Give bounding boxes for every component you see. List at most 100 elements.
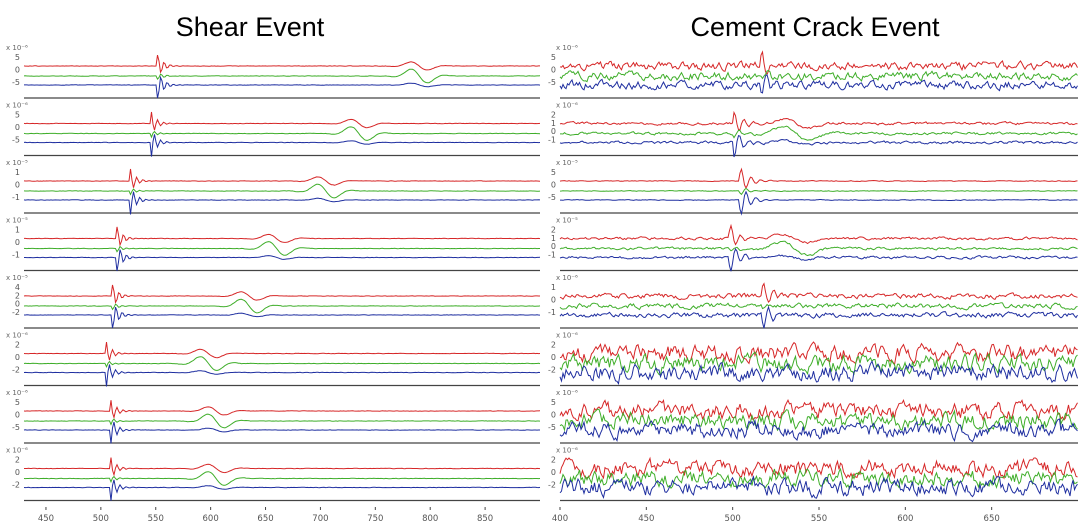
y-tick-label: 0 bbox=[551, 411, 556, 420]
scale-label: x 10⁻⁶ bbox=[556, 44, 578, 52]
trace-panel: x 10⁻⁶5 0 -5 bbox=[548, 44, 1078, 99]
x-tick-label: 700 bbox=[312, 514, 328, 524]
y-tick-label: 2 bbox=[551, 341, 556, 350]
trace-line-blue bbox=[24, 307, 541, 329]
y-tick-label: 0 bbox=[551, 127, 556, 136]
y-tick-label: 0 bbox=[551, 296, 556, 305]
trace-line-red bbox=[23, 111, 541, 131]
scale-label: x 10⁻⁵ bbox=[6, 274, 28, 282]
y-tick-label: 2 bbox=[15, 456, 20, 465]
x-tick-label: 650 bbox=[984, 514, 1000, 524]
y-tick-label: 4 bbox=[15, 283, 20, 292]
trace-line-green bbox=[559, 69, 1078, 83]
scale-label: x 10⁻⁵ bbox=[556, 217, 578, 225]
trace-line-green bbox=[23, 356, 541, 371]
y-tick-label: 2 bbox=[551, 226, 556, 235]
y-tick-label: 0 bbox=[15, 411, 20, 420]
trace-panel: x 10⁻⁶5 0 -5 bbox=[6, 389, 541, 444]
y-tick-label: 2 bbox=[551, 111, 556, 120]
x-tick-label: 800 bbox=[422, 514, 438, 524]
scale-label: x 10⁻⁶ bbox=[6, 332, 28, 340]
y-tick-label: -5 bbox=[12, 136, 20, 145]
x-tick-label: 500 bbox=[93, 514, 109, 524]
y-tick-label: -1 bbox=[548, 136, 556, 145]
y-tick-label: 0 bbox=[15, 123, 20, 132]
trace-panel: x 10⁻⁶2 0 -2 bbox=[6, 447, 541, 502]
trace-line-green bbox=[23, 241, 540, 256]
scale-label: x 10⁻⁵ bbox=[6, 159, 28, 167]
trace-line-red bbox=[559, 282, 1078, 304]
y-tick-label: -5 bbox=[548, 193, 556, 202]
trace-line-red bbox=[23, 168, 541, 188]
trace-line-green bbox=[560, 125, 1078, 141]
shear-event-panel: x 10⁻⁶50-5x 10⁻⁶50-5x 10⁻⁵10-1x 10⁻⁵10-1… bbox=[6, 44, 541, 524]
trace-line-red bbox=[559, 110, 1078, 131]
y-tick-label: -2 bbox=[12, 366, 20, 375]
y-tick-label: 5 bbox=[551, 168, 556, 177]
y-tick-label: -1 bbox=[12, 251, 20, 260]
trace-line-red bbox=[559, 398, 1078, 422]
trace-line-blue bbox=[559, 73, 1078, 94]
trace-line-green bbox=[23, 413, 541, 429]
y-tick-label: -2 bbox=[548, 366, 556, 375]
y-tick-label: 0 bbox=[15, 181, 20, 190]
trace-line-blue bbox=[23, 134, 541, 157]
x-tick-label: 550 bbox=[148, 514, 164, 524]
trace-line-green bbox=[559, 240, 1078, 257]
x-tick-label: 400 bbox=[552, 514, 568, 524]
trace-line-blue bbox=[559, 305, 1078, 329]
y-tick-label: -2 bbox=[12, 481, 20, 490]
trace-line-red bbox=[23, 342, 541, 361]
x-tick-label: 650 bbox=[257, 514, 273, 524]
trace-panel: x 10⁻⁶2 0 -2 bbox=[6, 332, 541, 387]
trace-line-blue bbox=[559, 418, 1078, 443]
trace-line-blue bbox=[24, 75, 541, 99]
y-tick-label: 0 bbox=[15, 468, 20, 477]
shear-event-title: Shear Event bbox=[176, 12, 325, 42]
trace-line-green bbox=[559, 187, 1078, 196]
trace-line-green bbox=[23, 68, 541, 84]
trace-line-red bbox=[559, 167, 1078, 190]
y-tick-label: 1 bbox=[15, 168, 20, 177]
y-tick-label: 0 bbox=[551, 353, 556, 362]
y-tick-label: -5 bbox=[12, 78, 20, 87]
trace-line-blue bbox=[23, 421, 540, 444]
y-tick-label: 1 bbox=[15, 226, 20, 235]
trace-line-red bbox=[559, 223, 1078, 246]
y-tick-label: 0 bbox=[15, 353, 20, 362]
x-axis: 450 500 550 600 650 700 750 800 850 bbox=[38, 507, 493, 524]
trace-line-blue bbox=[559, 475, 1078, 500]
scale-label: x 10⁻⁶ bbox=[556, 274, 578, 282]
y-tick-label: 2 bbox=[551, 456, 556, 465]
x-tick-label: 550 bbox=[811, 514, 827, 524]
trace-panel: x 10⁻⁶5 0 -5 bbox=[548, 389, 1078, 444]
y-tick-label: 0 bbox=[15, 300, 20, 309]
y-tick-label: 0 bbox=[551, 66, 556, 75]
y-tick-label: -5 bbox=[12, 423, 20, 432]
y-tick-label: 1 bbox=[551, 283, 556, 292]
trace-line-red bbox=[23, 54, 540, 74]
x-tick-label: 850 bbox=[477, 514, 493, 524]
y-tick-label: 5 bbox=[551, 53, 556, 62]
y-tick-label: -2 bbox=[12, 308, 20, 317]
trace-line-blue bbox=[560, 190, 1078, 216]
trace-panel: x 10⁻⁵1 0 -1 bbox=[6, 159, 541, 215]
trace-line-red bbox=[24, 457, 541, 477]
y-tick-label: 1 bbox=[551, 119, 556, 128]
y-tick-label: -2 bbox=[548, 481, 556, 490]
scale-label: x 10⁻⁶ bbox=[556, 102, 578, 110]
trace-panel: x 10⁻⁵5 0 -5 bbox=[548, 159, 1078, 216]
trace-line-blue bbox=[559, 360, 1078, 385]
x-tick-label: 450 bbox=[638, 514, 654, 524]
trace-panel: x 10⁻⁵1 0 -1 bbox=[6, 217, 541, 272]
cement-crack-event-title: Cement Crack Event bbox=[690, 12, 940, 42]
trace-line-green bbox=[23, 298, 541, 314]
scale-label: x 10⁻⁵ bbox=[556, 159, 578, 167]
trace-panel: x 10⁻⁶1 0 -1 bbox=[548, 274, 1078, 329]
y-tick-label: 0 bbox=[551, 181, 556, 190]
scale-label: x 10⁻⁵ bbox=[6, 217, 28, 225]
